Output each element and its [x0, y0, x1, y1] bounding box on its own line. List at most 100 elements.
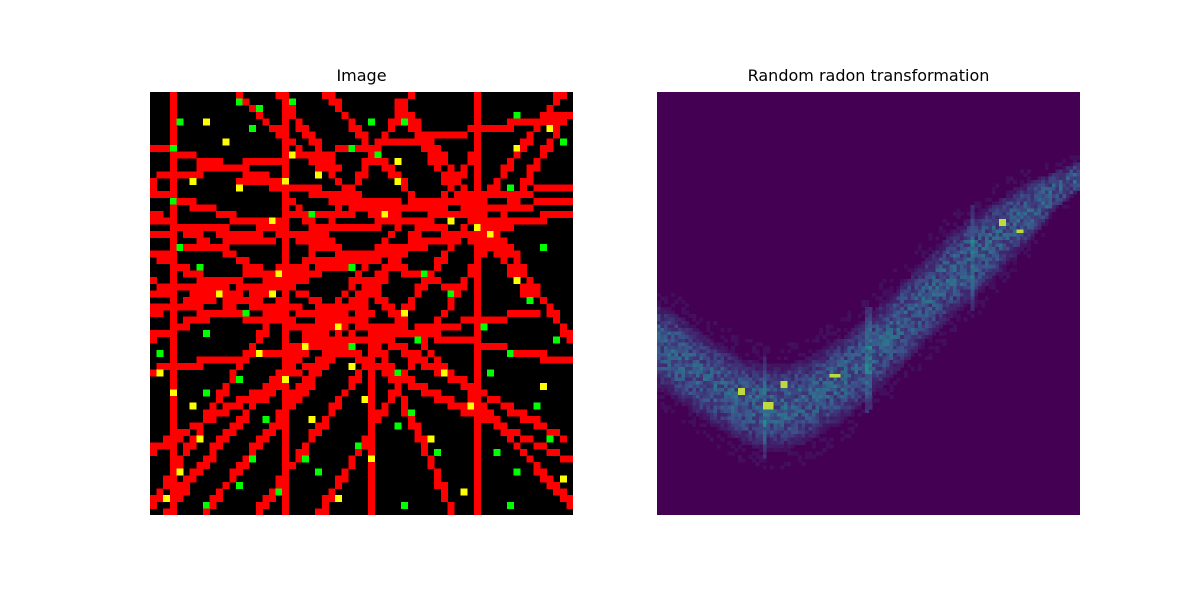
line-pixel	[288, 263, 296, 271]
sinogram-cell	[709, 374, 714, 378]
line-pixel	[460, 131, 468, 139]
line-pixel	[539, 144, 547, 152]
sinogram-cell	[713, 405, 718, 410]
sinogram-cell	[886, 363, 890, 368]
sinogram-cell	[826, 363, 831, 368]
line-pixel	[235, 237, 243, 245]
line-pixel	[282, 508, 290, 515]
point-pixel	[242, 310, 250, 318]
sinogram-cell	[692, 402, 697, 407]
sinogram-cell	[995, 204, 1000, 209]
line-pixel	[368, 448, 376, 456]
sinogram-cell	[783, 402, 788, 407]
sinogram-cell	[967, 292, 972, 297]
sinogram-cell	[1044, 222, 1049, 227]
sinogram-cell	[984, 233, 989, 237]
line-pixel	[374, 138, 382, 146]
sinogram-cell	[794, 437, 799, 442]
sinogram-cell	[752, 440, 756, 445]
line-pixel	[288, 270, 296, 278]
sinogram-cell	[741, 363, 746, 368]
line-pixel	[434, 210, 442, 218]
sinogram-cell	[981, 261, 986, 266]
sinogram-cell	[868, 388, 873, 392]
sinogram-cell	[907, 289, 912, 294]
sinogram-cell	[939, 247, 943, 251]
sinogram-cell	[695, 374, 700, 378]
sinogram-cell	[917, 264, 922, 269]
sinogram-cell	[960, 261, 964, 266]
sinogram-cell	[868, 377, 873, 382]
sinogram-cell	[946, 268, 950, 273]
line-pixel	[460, 224, 468, 232]
line-pixel	[520, 448, 528, 456]
sinogram-cell	[868, 370, 873, 375]
line-pixel	[440, 250, 448, 258]
sinogram-cell	[819, 423, 823, 428]
line-pixel	[209, 244, 217, 252]
sinogram-cell	[783, 363, 788, 368]
line-pixel	[255, 508, 263, 515]
line-pixel	[368, 323, 376, 331]
sinogram-cell	[882, 356, 887, 361]
sinogram-cell	[917, 328, 922, 332]
sinogram-cell	[886, 381, 890, 385]
sinogram-cell	[956, 261, 961, 266]
sinogram-cell	[1013, 215, 1017, 220]
sinogram-cell	[738, 366, 742, 371]
sinogram-cell	[731, 433, 735, 438]
sinogram-cell	[949, 236, 954, 241]
sinogram-cell	[963, 268, 968, 273]
sinogram-cell	[974, 292, 979, 297]
sinogram-cell	[716, 444, 721, 449]
line-pixel	[335, 336, 343, 344]
line-pixel	[242, 296, 250, 304]
line-pixel	[354, 369, 362, 377]
line-pixel	[255, 296, 263, 304]
sinogram-cell	[1030, 187, 1035, 191]
sinogram-cell	[1069, 162, 1074, 167]
sinogram-cell	[819, 328, 823, 332]
sinogram-cell	[812, 395, 816, 399]
sinogram-cell	[1034, 194, 1038, 199]
sinogram-cell	[836, 398, 841, 403]
line-pixel	[368, 250, 376, 258]
sinogram-cell	[963, 222, 968, 227]
sinogram-cell	[1027, 222, 1031, 227]
line-pixel	[500, 125, 508, 133]
sinogram-cell	[984, 254, 989, 258]
sinogram-cell	[738, 405, 742, 410]
sinogram-cell	[829, 363, 834, 368]
sinogram-cell	[939, 250, 943, 255]
sinogram-cell	[928, 352, 933, 357]
sinogram-cell	[829, 405, 834, 410]
sinogram-cell	[1051, 201, 1056, 206]
sinogram-cell	[798, 426, 802, 431]
sinogram-cell	[833, 391, 838, 396]
line-pixel	[440, 310, 448, 318]
line-pixel	[249, 442, 257, 450]
sinogram-cell	[984, 236, 989, 241]
sinogram-cell	[695, 398, 700, 403]
line-pixel	[354, 125, 362, 133]
sinogram-cell	[889, 349, 894, 354]
sinogram-cell	[780, 433, 785, 438]
line-pixel	[381, 296, 389, 304]
sinogram-cell	[910, 271, 915, 276]
line-pixel	[308, 217, 316, 225]
line-pixel	[315, 237, 323, 245]
sinogram-cell	[815, 381, 820, 385]
sinogram-cell	[748, 363, 753, 368]
sinogram-cell	[1023, 225, 1028, 230]
sinogram-cell	[921, 254, 926, 258]
sinogram-cell	[748, 423, 753, 428]
line-pixel	[374, 296, 382, 304]
line-pixel	[447, 283, 455, 291]
sinogram-cell	[864, 377, 869, 382]
sinogram-cell	[667, 374, 672, 378]
sinogram-cell	[748, 402, 753, 407]
sinogram-cell	[956, 285, 961, 290]
sinogram-cell	[773, 363, 778, 368]
sinogram-cell	[1009, 240, 1014, 244]
sinogram-cell	[678, 331, 682, 336]
